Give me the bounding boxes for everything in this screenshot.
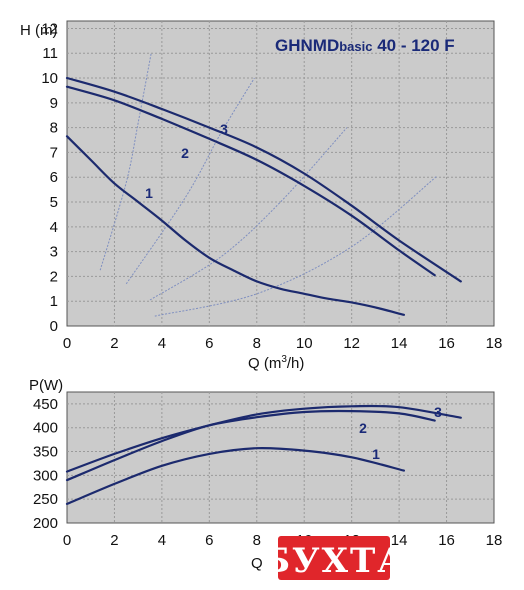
x-tick-label: 4 [158,335,166,352]
power-series [65,404,462,505]
y-tick-label: 11 [42,45,58,62]
x-tick-label: 12 [343,335,360,352]
x-tick-label: 14 [391,335,408,352]
x-tick-label: 0 [63,532,71,549]
x-tick-label: 16 [438,335,455,352]
watermark-background [278,536,390,580]
y-tick-label: 1 [50,293,58,310]
series-1-label: 1 [372,446,380,462]
y-tick-label: 350 [33,444,58,461]
series-2-line [65,85,436,277]
y-tick-label: 9 [50,95,58,112]
x-tick-label: 10 [296,335,313,352]
x-tick-label: 0 [63,335,71,352]
x-tick-label: 4 [158,532,166,549]
series-2-label: 2 [181,145,189,161]
head-y-axis-title: H (m) [20,22,58,39]
x-tick-label: 8 [253,532,261,549]
y-tick-label: 2 [50,268,58,285]
y-tick-label: 4 [50,219,58,236]
y-tick-label: 6 [50,169,58,186]
y-tick-label: 200 [33,515,58,532]
y-tick-label: 8 [50,120,58,137]
x-tick-label: 14 [391,532,408,549]
x-tick-label: 6 [205,532,213,549]
y-tick-label: 300 [33,467,58,484]
series-1-line [65,446,405,505]
series-3-label: 3 [434,404,442,420]
y-tick-label: 5 [50,194,58,211]
system-curve [154,175,438,317]
x-tick-label: 16 [438,532,455,549]
series-2-label: 2 [359,420,367,436]
y-tick-label: 250 [33,491,58,508]
x-tick-label: 2 [110,532,118,549]
head-x-axis-title: Q (m3/h) [248,354,304,372]
system-curves [99,53,438,317]
x-tick-label: 6 [205,335,213,352]
chart-title: GHNMDbasic 40 - 120 F [275,36,455,55]
x-tick-label: 2 [110,335,118,352]
y-tick-label: 0 [50,318,58,335]
x-tick-label: 18 [486,532,503,549]
series-1-line [65,135,405,316]
system-curve [149,127,348,301]
head-x-ticks: 0 2 4 6 8 10 12 14 16 18 [63,335,503,352]
head-series [65,76,462,316]
y-tick-label: 7 [50,144,58,161]
power-y-ticks: 200 250 300 350 400 450 [33,396,58,532]
power-x-axis-title: Q ( [251,555,272,572]
head-grid [67,21,494,326]
series-2-line [65,409,436,482]
y-tick-label: 10 [41,70,58,87]
power-y-axis-title: P(W) [29,377,63,394]
watermark-logo: БУХТА [261,536,407,581]
head-curve-labels: 1 2 3 [145,121,228,201]
y-tick-label: 400 [33,420,58,437]
x-tick-label: 8 [253,335,261,352]
power-curve-labels: 12 3 [359,404,442,462]
system-curve [99,53,152,271]
series-3-line [65,76,462,283]
y-tick-label: 12 [41,20,58,37]
series-3-label: 3 [220,121,228,137]
x-tick-label: 18 [486,335,503,352]
watermark-text: БУХТА [261,541,407,581]
y-tick-label: 3 [50,244,58,261]
y-tick-label: 450 [33,396,58,413]
series-1-label: 1 [145,185,153,201]
system-curve [125,77,255,285]
series-3-line [65,404,462,473]
